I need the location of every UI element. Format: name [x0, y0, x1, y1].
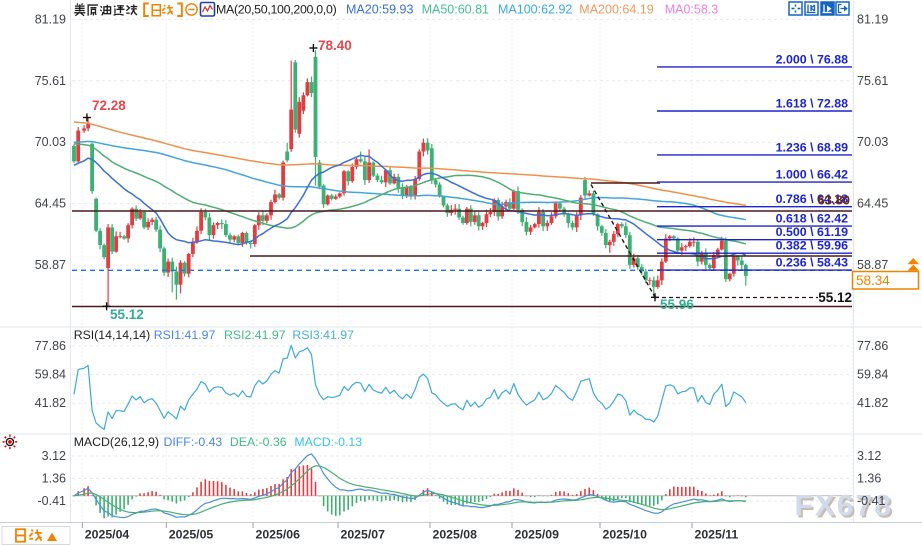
svg-text:MA100:62.92: MA100:62.92: [498, 3, 572, 17]
svg-text:1.236 \ 68.89: 1.236 \ 68.89: [776, 140, 848, 154]
svg-text:55.12: 55.12: [110, 307, 144, 322]
svg-text:63.80: 63.80: [817, 193, 850, 208]
svg-text:77.86: 77.86: [857, 339, 888, 353]
svg-text:72.28: 72.28: [92, 98, 126, 113]
svg-text:58.34: 58.34: [856, 273, 890, 288]
svg-text:1.36: 1.36: [857, 472, 881, 486]
svg-text:2025/06: 2025/06: [256, 528, 301, 542]
svg-text:2025/09: 2025/09: [515, 528, 560, 542]
svg-text:75.61: 75.61: [35, 74, 66, 88]
svg-text:0.500 \ 61.19: 0.500 \ 61.19: [776, 225, 848, 239]
svg-text:70.03: 70.03: [35, 135, 66, 149]
svg-text:81.19: 81.19: [857, 12, 888, 26]
svg-text:1.000 \ 66.42: 1.000 \ 66.42: [776, 168, 848, 182]
svg-text:DIFF:-0.43: DIFF:-0.43: [164, 435, 223, 449]
svg-text:2025/05: 2025/05: [169, 528, 214, 542]
svg-text:MA200:64.19: MA200:64.19: [579, 3, 653, 17]
svg-text:70.03: 70.03: [857, 135, 888, 149]
svg-text:55.12: 55.12: [818, 290, 852, 305]
svg-text:2025/10: 2025/10: [603, 528, 648, 542]
svg-text:RSI(14,14,14): RSI(14,14,14): [74, 328, 151, 342]
svg-text:0.236 \ 58.43: 0.236 \ 58.43: [776, 256, 848, 270]
svg-text:2.000 \ 76.88: 2.000 \ 76.88: [776, 52, 848, 66]
svg-text:-0.41: -0.41: [38, 494, 67, 508]
svg-text:MA0:58.3: MA0:58.3: [665, 3, 719, 17]
svg-text:3.12: 3.12: [857, 449, 881, 463]
svg-text:RSI1:41.97: RSI1:41.97: [154, 328, 216, 342]
svg-text:55.96: 55.96: [660, 297, 694, 312]
svg-text:0.382 \ 59.96: 0.382 \ 59.96: [776, 239, 848, 253]
svg-text:MACD:-0.13: MACD:-0.13: [294, 435, 362, 449]
svg-text:1.618 \ 72.88: 1.618 \ 72.88: [776, 97, 848, 111]
svg-text:2025/08: 2025/08: [433, 528, 478, 542]
svg-text:DEA:-0.36: DEA:-0.36: [230, 435, 287, 449]
svg-text:0.618 \ 62.42: 0.618 \ 62.42: [776, 212, 848, 226]
svg-text:77.86: 77.86: [35, 339, 66, 353]
svg-text:58.87: 58.87: [35, 258, 66, 272]
svg-text:2025/11: 2025/11: [695, 528, 739, 542]
svg-text:1.36: 1.36: [42, 472, 66, 486]
svg-text:59.84: 59.84: [857, 368, 888, 382]
svg-text:78.40: 78.40: [318, 38, 352, 53]
svg-text:RSI3:41.97: RSI3:41.97: [292, 328, 354, 342]
svg-text:MA50:60.81: MA50:60.81: [422, 3, 489, 17]
svg-text:-0.41: -0.41: [857, 494, 886, 508]
svg-text:3.12: 3.12: [42, 449, 66, 463]
svg-text:64.45: 64.45: [35, 197, 66, 211]
svg-text:MA(20,50,100,200,0,0): MA(20,50,100,200,0,0): [216, 3, 337, 17]
svg-text:58.87: 58.87: [857, 258, 888, 272]
svg-text:FX678: FX678: [795, 490, 893, 523]
svg-text:FX678: FX678: [797, 492, 895, 525]
svg-text:MACD(26,12,9): MACD(26,12,9): [74, 435, 159, 449]
svg-text:64.45: 64.45: [857, 197, 888, 211]
svg-text:41.82: 41.82: [35, 396, 66, 410]
svg-text:41.82: 41.82: [857, 396, 888, 410]
svg-text:59.84: 59.84: [35, 368, 66, 382]
svg-text:MA20:59.93: MA20:59.93: [346, 3, 413, 17]
svg-text:RSI2:41.97: RSI2:41.97: [224, 328, 286, 342]
svg-text:75.61: 75.61: [857, 74, 888, 88]
svg-text:0.786 \ 64.18: 0.786 \ 64.18: [776, 192, 848, 206]
svg-text:81.19: 81.19: [35, 12, 66, 26]
svg-text:2025/07: 2025/07: [341, 528, 386, 542]
svg-text:2025/04: 2025/04: [85, 528, 130, 542]
